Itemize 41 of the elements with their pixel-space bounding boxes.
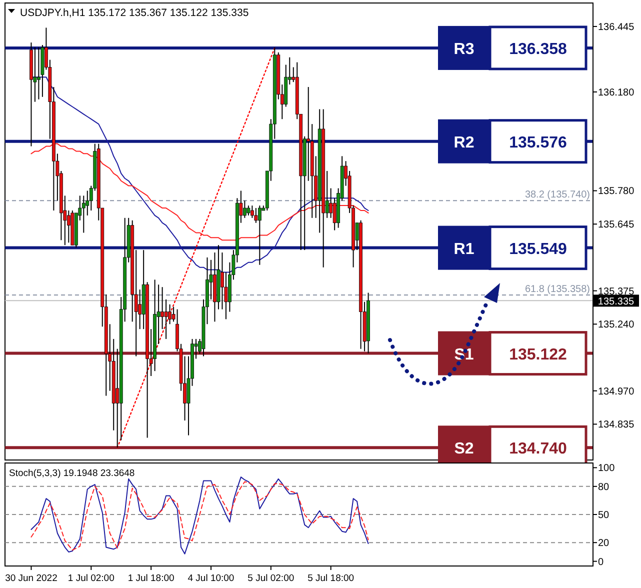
x-tick-label: 4 Jul 10:00 — [188, 573, 234, 584]
x-tick-label: 5 Jul 18:00 — [308, 573, 354, 584]
candlestick — [258, 205, 262, 266]
x-tick-label: 1 Jul 02:00 — [68, 573, 114, 584]
chart-title: USDJPY.h,H1 135.172 135.367 135.122 135.335 — [20, 7, 249, 19]
y-tick-label: 135.375 — [598, 286, 635, 298]
candlestick — [246, 205, 250, 216]
y-tick-label: 80 — [598, 482, 610, 493]
candlestick — [242, 200, 246, 218]
text: 135.122 — [509, 346, 568, 364]
y-tick-label: 134.835 — [598, 420, 635, 431]
x-tick-label: 1 Jul 18:00 — [128, 573, 174, 584]
text: 135.576 — [509, 134, 568, 152]
ref-line-label: 135.335 — [598, 296, 635, 308]
y-tick-label: 135.240 — [598, 320, 635, 331]
candlestick — [160, 286, 164, 330]
y-tick-label: 135.645 — [598, 220, 635, 231]
text: 134.740 — [509, 440, 568, 458]
candlestick — [37, 46, 40, 100]
ref-line-label: R2 — [454, 134, 474, 152]
line-series — [30, 143, 369, 241]
x-tick-label: 30 Jun 2022 — [5, 573, 58, 584]
text: 136.358 — [509, 40, 568, 58]
ref-line-label: R1 — [454, 240, 474, 258]
ref-line-label: 61.8 (135.358) — [524, 284, 590, 295]
ref-line-label: S2 — [454, 440, 474, 458]
y-tick-label: 134.970 — [598, 386, 635, 398]
y-tick-label: 50 — [598, 510, 610, 521]
y-tick-label: 135.780 — [598, 186, 635, 198]
ref-line-label: R3 — [454, 40, 474, 58]
text: Stoch(5,3,3) 19.1948 23.3648 — [9, 468, 135, 479]
y-tick-label: 20 — [598, 538, 610, 550]
candlestick — [164, 298, 168, 340]
y-tick-label: 136.445 — [598, 22, 635, 33]
y-tick-label: 100 — [598, 463, 616, 474]
y-tick-label: 0 — [598, 556, 604, 568]
text: 135.549 — [509, 240, 568, 258]
ref-line-label: 38.2 (135.740) — [524, 190, 590, 201]
candlestick — [254, 208, 258, 224]
y-tick-label: 136.180 — [598, 87, 635, 98]
x-tick-label: 5 Jul 02:00 — [248, 573, 294, 584]
